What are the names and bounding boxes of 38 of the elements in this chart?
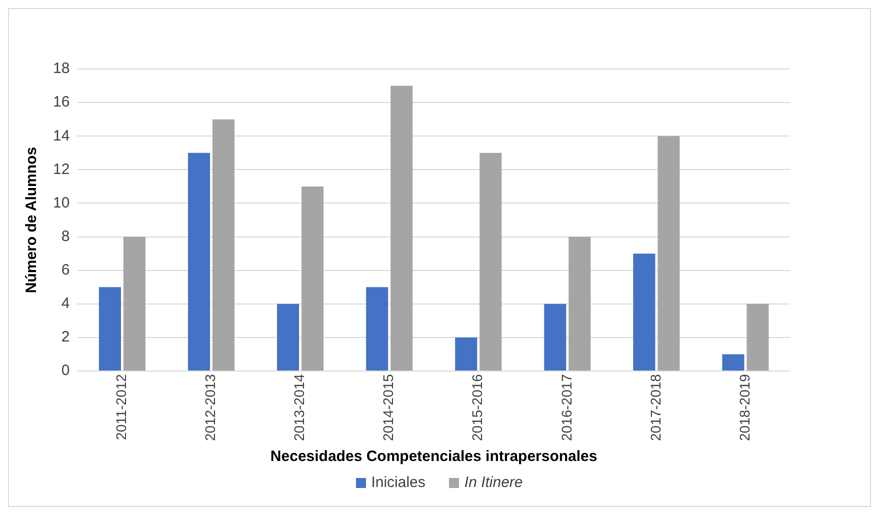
bar — [455, 337, 478, 371]
bar — [568, 236, 591, 371]
y-tick-label: 6 — [61, 262, 70, 279]
y-tick-label: 4 — [61, 295, 70, 312]
x-tick-label: 2018-2019 — [736, 374, 752, 441]
bar — [722, 354, 744, 371]
y-tick-label: 10 — [52, 194, 70, 212]
y-tick-label: 0 — [61, 362, 70, 380]
x-tick-label: 2017-2018 — [647, 374, 664, 441]
x-tick-label: 2011-2012 — [113, 374, 130, 440]
bar — [277, 304, 300, 371]
legend-label: In Itinere — [464, 474, 523, 491]
x-axis-title: Necesidades Competenciales intrapersonales — [270, 448, 598, 466]
bar — [480, 152, 502, 371]
bar — [633, 254, 656, 371]
x-tick-label: 2012-2013 — [202, 374, 218, 441]
x-tick-label: 2014-2015 — [380, 374, 396, 441]
bar — [366, 287, 388, 371]
x-tick-label: 2013-2014 — [291, 374, 308, 441]
bar — [746, 304, 769, 371]
bar — [188, 152, 210, 371]
bar — [658, 136, 680, 371]
x-tick-label: 2015-2016 — [469, 374, 486, 441]
legend-label: Iniciales — [371, 474, 426, 491]
bar — [123, 236, 146, 371]
bar — [302, 186, 324, 371]
y-tick-label: 2 — [61, 328, 70, 346]
y-tick-label: 18 — [52, 60, 70, 78]
bar — [390, 86, 413, 371]
y-tick-label: 14 — [52, 127, 70, 144]
x-tick-label: 2016-2017 — [558, 374, 574, 441]
y-tick-label: 8 — [61, 228, 70, 245]
bar — [98, 287, 121, 371]
bar — [544, 304, 566, 371]
y-tick-label: 12 — [52, 160, 70, 178]
bar — [212, 119, 235, 371]
y-axis-title: Número de Alumnos — [23, 146, 40, 294]
y-tick-label: 16 — [52, 94, 70, 111]
